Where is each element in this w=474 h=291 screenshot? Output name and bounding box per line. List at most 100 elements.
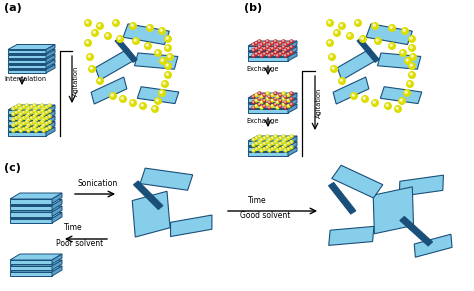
Circle shape [274,45,277,48]
Circle shape [290,45,293,48]
Circle shape [373,24,375,26]
Circle shape [252,95,255,98]
Circle shape [277,101,278,102]
Circle shape [267,46,268,47]
Circle shape [271,148,274,150]
Circle shape [280,100,281,101]
Circle shape [153,107,155,109]
Circle shape [261,139,262,140]
Circle shape [146,25,153,31]
Circle shape [258,51,261,54]
Circle shape [12,113,13,114]
Circle shape [290,40,293,43]
Circle shape [26,120,28,123]
Circle shape [35,130,36,131]
Circle shape [272,148,273,149]
Circle shape [26,104,27,105]
Polygon shape [380,87,422,104]
Circle shape [274,135,277,138]
Circle shape [409,36,415,42]
Circle shape [410,37,412,39]
Circle shape [26,109,28,112]
Circle shape [331,66,337,72]
Circle shape [46,123,47,124]
Circle shape [361,37,364,39]
Polygon shape [8,54,46,58]
Polygon shape [248,93,297,98]
Circle shape [288,143,289,144]
Circle shape [166,73,168,75]
Polygon shape [248,141,288,145]
Circle shape [22,106,25,109]
Circle shape [327,40,333,46]
Polygon shape [8,111,55,116]
Circle shape [30,111,33,114]
Circle shape [285,144,286,145]
Circle shape [334,30,340,36]
Circle shape [280,53,281,54]
Circle shape [46,117,47,118]
Circle shape [19,118,22,121]
Circle shape [287,99,290,102]
Polygon shape [288,52,297,61]
Circle shape [12,124,15,127]
Circle shape [266,45,269,48]
Circle shape [141,104,143,106]
Polygon shape [10,266,62,272]
Circle shape [20,130,21,131]
Polygon shape [337,49,375,80]
Circle shape [290,103,293,106]
Circle shape [31,112,32,113]
Circle shape [269,139,270,140]
Circle shape [373,101,375,103]
Polygon shape [8,59,55,65]
Polygon shape [95,49,133,80]
Polygon shape [333,77,369,104]
Circle shape [266,92,269,95]
Circle shape [258,92,261,95]
Polygon shape [52,193,62,203]
Polygon shape [10,193,62,199]
Polygon shape [414,234,452,257]
Circle shape [279,53,282,55]
Circle shape [30,122,33,125]
Circle shape [121,97,123,99]
Circle shape [282,141,285,143]
Circle shape [276,49,279,52]
Text: Exchange: Exchange [246,66,279,72]
Circle shape [12,129,15,132]
Circle shape [166,46,168,48]
Circle shape [41,115,44,118]
Circle shape [160,91,162,93]
Polygon shape [46,59,55,68]
Circle shape [259,146,260,148]
Circle shape [15,127,18,130]
Circle shape [18,115,21,118]
Circle shape [410,46,412,48]
Circle shape [280,148,281,149]
Circle shape [86,41,88,43]
Circle shape [287,148,290,150]
Circle shape [43,124,44,125]
Circle shape [12,119,13,120]
Circle shape [288,94,289,95]
Circle shape [291,98,292,99]
Polygon shape [288,93,297,102]
Circle shape [26,121,27,122]
Circle shape [27,129,30,132]
Polygon shape [137,87,179,104]
Circle shape [43,113,44,114]
Circle shape [258,45,261,48]
Polygon shape [46,127,55,136]
Circle shape [46,106,48,109]
Circle shape [279,136,282,139]
Circle shape [409,63,415,69]
Text: Time: Time [64,223,82,232]
Circle shape [282,40,285,43]
Circle shape [252,43,255,46]
Circle shape [258,135,261,138]
Circle shape [27,130,28,131]
Circle shape [38,127,40,130]
Polygon shape [248,98,288,102]
Circle shape [279,148,282,150]
